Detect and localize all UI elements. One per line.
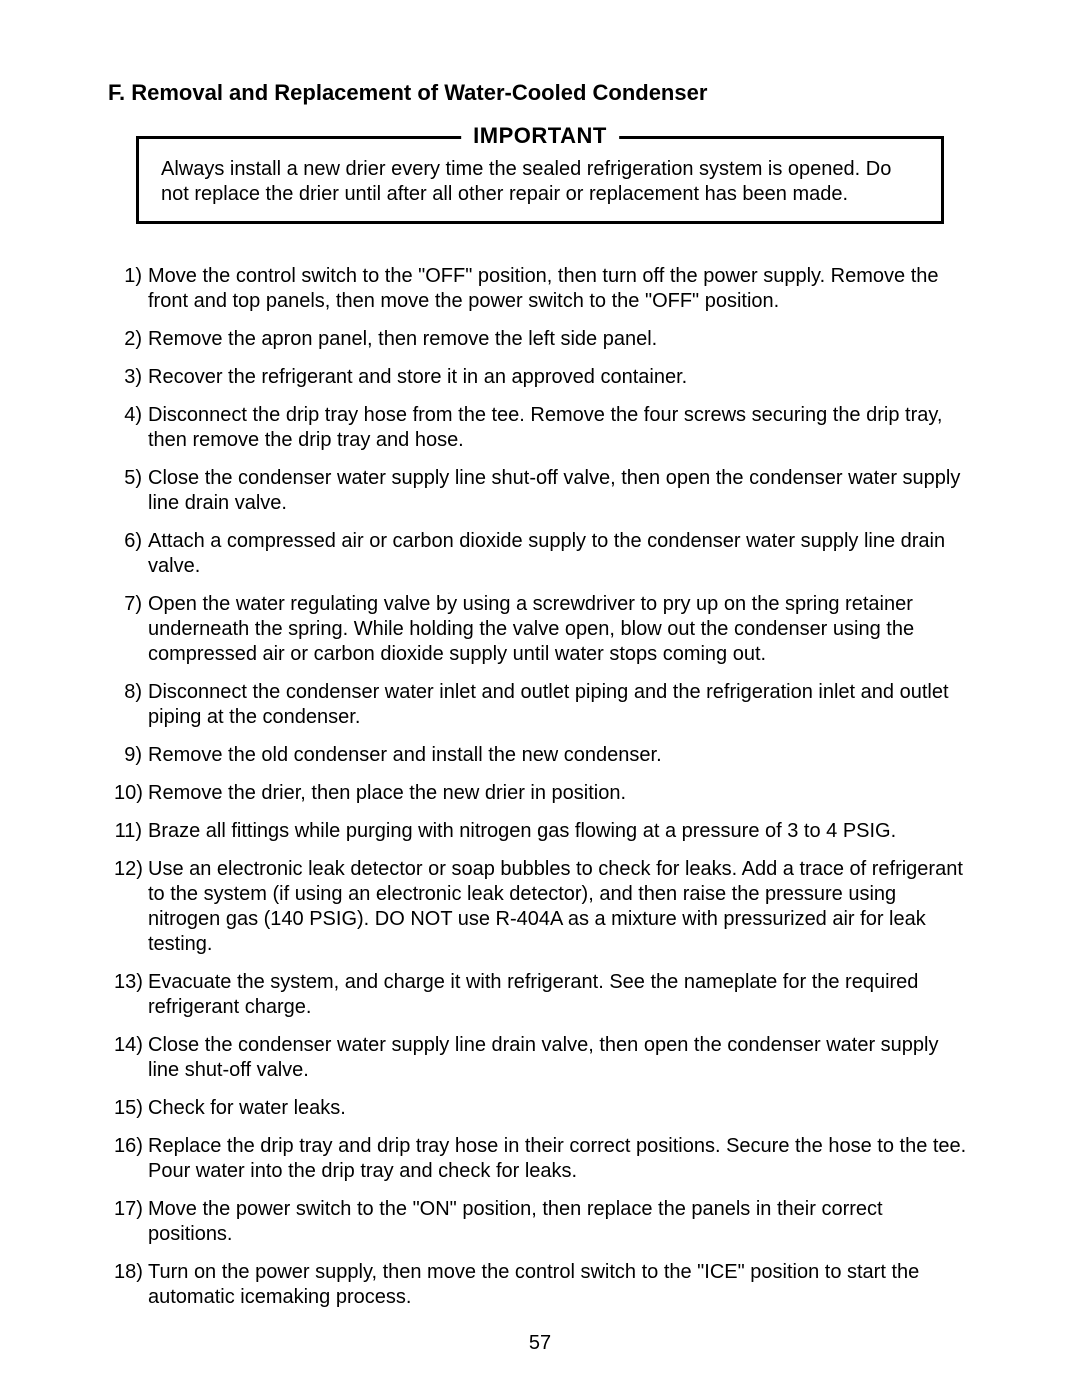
step-item: Evacuate the system, and charge it with … [108, 970, 972, 1020]
step-item: Turn on the power supply, then move the … [108, 1260, 972, 1310]
step-item: Close the condenser water supply line dr… [108, 1033, 972, 1083]
page-number: 57 [0, 1332, 1080, 1355]
step-item: Attach a compressed air or carbon dioxid… [108, 529, 972, 579]
section-heading: F. Removal and Replacement of Water-Cool… [108, 80, 972, 106]
step-item: Remove the old condenser and install the… [108, 743, 972, 768]
step-item: Braze all fittings while purging with ni… [108, 819, 972, 844]
step-item: Recover the refrigerant and store it in … [108, 365, 972, 390]
step-item: Open the water regulating valve by using… [108, 592, 972, 667]
step-item: Remove the drier, then place the new dri… [108, 781, 972, 806]
steps-list: Move the control switch to the "OFF" pos… [108, 264, 972, 1310]
step-item: Close the condenser water supply line sh… [108, 466, 972, 516]
step-item: Move the power switch to the "ON" positi… [108, 1197, 972, 1247]
important-text: Always install a new drier every time th… [161, 157, 919, 207]
important-legend: IMPORTANT [461, 123, 619, 149]
step-item: Move the control switch to the "OFF" pos… [108, 264, 972, 314]
step-item: Disconnect the drip tray hose from the t… [108, 403, 972, 453]
document-page: F. Removal and Replacement of Water-Cool… [0, 0, 1080, 1397]
step-item: Replace the drip tray and drip tray hose… [108, 1134, 972, 1184]
step-item: Use an electronic leak detector or soap … [108, 857, 972, 957]
important-callout: IMPORTANT Always install a new drier eve… [136, 136, 944, 224]
step-item: Check for water leaks. [108, 1096, 972, 1121]
step-item: Disconnect the condenser water inlet and… [108, 680, 972, 730]
step-item: Remove the apron panel, then remove the … [108, 327, 972, 352]
